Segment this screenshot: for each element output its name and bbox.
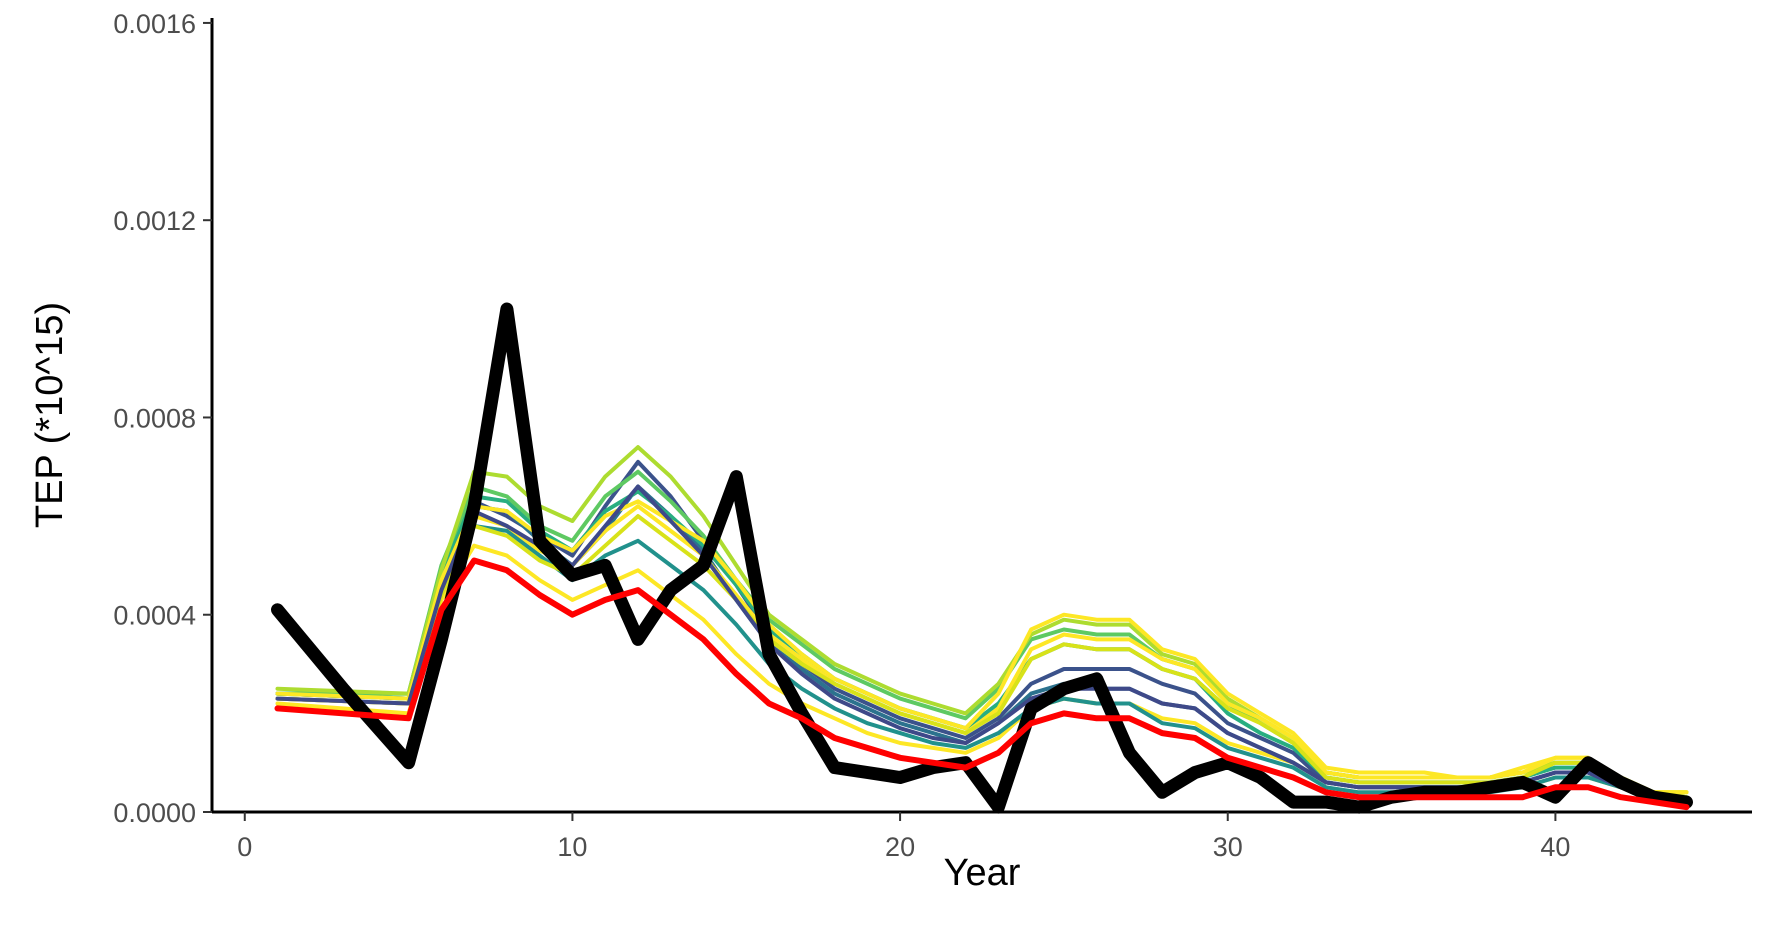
ensemble-series-line [275,484,1689,805]
x-axis-title: Year [944,852,1021,894]
x-tick-label: 40 [1540,832,1570,862]
ensemble-series-line [275,459,1689,805]
y-tick-label: 0.0008 [113,403,196,433]
y-tick-label: 0.0000 [113,798,196,828]
ensemble-series-line [275,489,1689,800]
ensemble-series-group [275,445,1689,805]
plot-area [271,302,1693,814]
x-tick-label: 10 [557,832,587,862]
y-tick-label: 0.0012 [113,206,196,236]
y-tick-label: 0.0004 [113,601,196,631]
y-axis-ticks: 0.0000 0.0004 0.0008 0.0012 0.0016 [113,9,212,828]
x-tick-label: 30 [1213,832,1243,862]
lower-bound-series-line [274,557,1690,811]
x-tick-label: 20 [885,832,915,862]
observed-series-line [271,302,1693,814]
x-axis-ticks: 0 10 20 30 40 [237,812,1570,862]
ensemble-series-line [275,499,1689,795]
axes: 0 10 20 30 40 0.0000 0.0004 0.0008 0.0012 0.0016 [113,9,1752,862]
lower-series-group [274,557,1690,811]
y-tick-label: 0.0016 [113,9,196,39]
ensemble-series-line [275,484,1689,805]
observed-series-group [271,302,1693,814]
y-axis-title: TEP (*10^15) [29,302,71,528]
ensemble-series-line [275,514,1689,800]
x-tick-label: 0 [237,832,252,862]
